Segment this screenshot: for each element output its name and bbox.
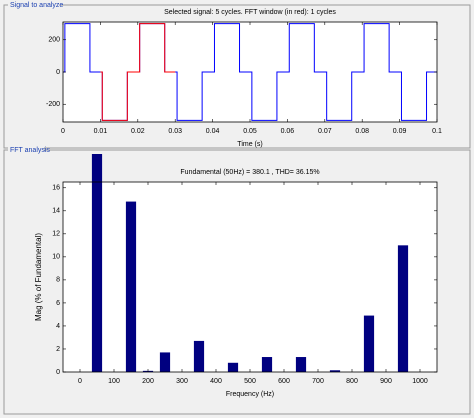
signal-line xyxy=(100,23,176,121)
x-tick-label: 700 xyxy=(312,378,324,385)
x-tick-label: 0.08 xyxy=(355,128,369,135)
bar xyxy=(193,340,205,372)
panel-label-bg xyxy=(8,145,44,154)
y-tick-label: 14 xyxy=(52,208,60,215)
y-tick-label: 8 xyxy=(56,277,60,284)
x-tick-label: 0.06 xyxy=(281,128,295,135)
panel-label: Signal to analyze xyxy=(10,2,63,9)
x-tick-label: 0.02 xyxy=(131,128,145,135)
bar xyxy=(397,245,409,372)
y-axis-label: Mag (% of Fundamental) xyxy=(34,233,43,321)
plot-marks xyxy=(63,23,437,121)
x-tick-label: 600 xyxy=(278,378,290,385)
y-tick-label: 16 xyxy=(52,185,60,192)
x-axis-label: Frequency (Hz) xyxy=(226,391,274,398)
x-tick-label: 0.04 xyxy=(206,128,220,135)
y-tick-label: 4 xyxy=(56,323,60,330)
bar xyxy=(125,201,137,372)
y-tick-label: 12 xyxy=(52,231,60,238)
y-tick-label: 6 xyxy=(56,300,60,307)
bar xyxy=(329,370,341,372)
y-tick-label: 10 xyxy=(52,254,60,261)
panel-frame xyxy=(3,149,471,415)
x-tick-label: 900 xyxy=(380,378,392,385)
y-tick-label: 200 xyxy=(48,37,60,44)
panel-label: FFT analysis xyxy=(10,147,50,154)
y-tick-label: -200 xyxy=(46,101,60,108)
plot-area xyxy=(63,182,437,372)
panel-frame xyxy=(3,4,471,149)
chart-title: Selected signal: 5 cycles. FFT window (i… xyxy=(164,9,336,16)
x-tick-label: 0.1 xyxy=(432,128,442,135)
bar xyxy=(159,352,171,372)
chart-title: Fundamental (50Hz) = 380.1 , THD= 36.15% xyxy=(180,169,319,176)
x-tick-label: 0.09 xyxy=(393,128,407,135)
x-tick-label: 0.07 xyxy=(318,128,332,135)
bar xyxy=(227,362,239,372)
x-tick-label: 0.05 xyxy=(243,128,257,135)
x-tick-label: 0.01 xyxy=(94,128,108,135)
x-tick-label: 800 xyxy=(346,378,358,385)
y-tick-label: 0 xyxy=(56,369,60,376)
x-tick-label: 100 xyxy=(108,378,120,385)
x-tick-label: 0.03 xyxy=(168,128,182,135)
x-tick-label: 1000 xyxy=(412,378,428,385)
bar xyxy=(295,357,307,372)
x-tick-label: 200 xyxy=(142,378,154,385)
x-tick-label: 400 xyxy=(210,378,222,385)
y-tick-label: 2 xyxy=(56,346,60,353)
x-axis-label: Time (s) xyxy=(237,141,262,148)
y-tick-label: 0 xyxy=(56,69,60,76)
panel-label-bg xyxy=(8,0,60,9)
x-tick-label: 0 xyxy=(78,378,82,385)
bar xyxy=(363,315,375,372)
plot-marks xyxy=(91,154,409,372)
bar xyxy=(91,154,103,372)
x-tick-label: 0 xyxy=(61,128,65,135)
bar xyxy=(261,357,273,372)
x-tick-label: 500 xyxy=(244,378,256,385)
x-tick-label: 300 xyxy=(176,378,188,385)
